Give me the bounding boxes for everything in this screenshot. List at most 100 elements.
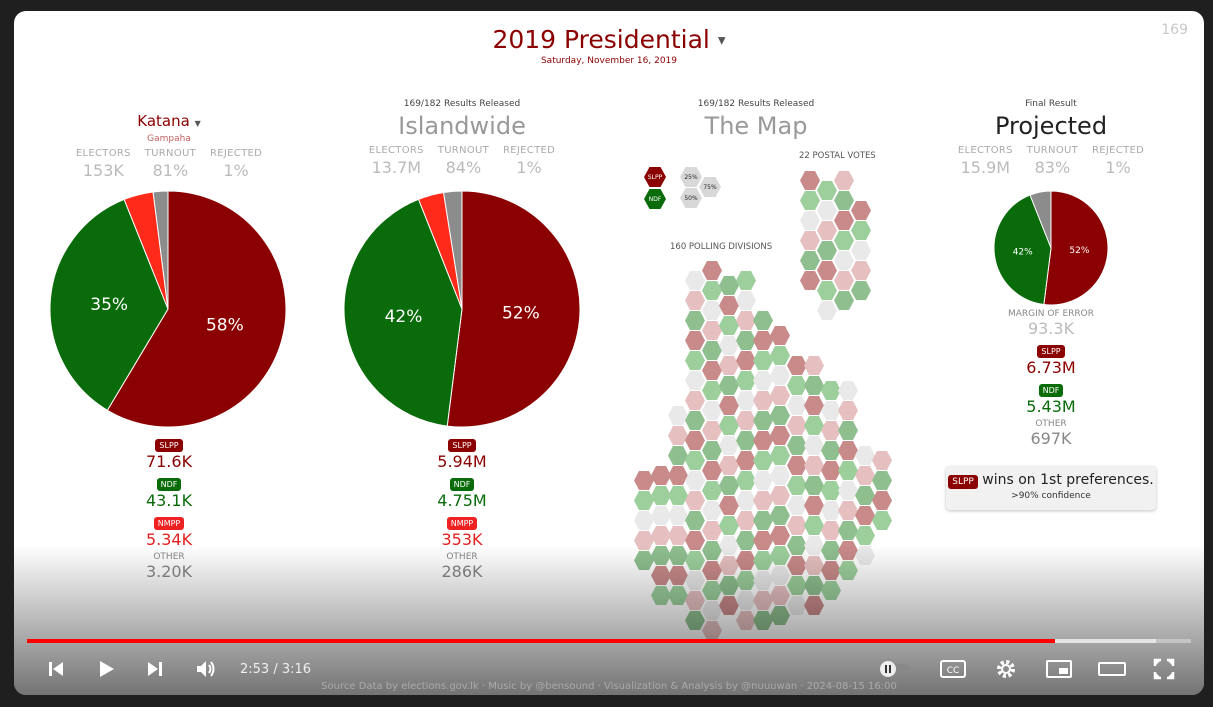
polling-division-hex[interactable] [702,541,722,560]
polling-division-hex[interactable] [851,241,871,260]
polling-division-hex[interactable] [804,556,824,575]
polling-division-hex[interactable] [702,361,722,380]
polling-division-hex[interactable] [821,501,841,520]
polling-division-hex[interactable] [736,331,756,350]
polling-division-hex[interactable] [702,581,722,600]
polling-division-hex[interactable] [685,611,705,630]
polling-division-hex[interactable] [838,381,858,400]
polling-division-hex[interactable] [719,276,739,295]
polling-division-hex[interactable] [787,496,807,515]
polling-division-hex[interactable] [838,561,858,580]
polling-division-hex[interactable] [855,506,875,525]
polling-division-hex[interactable] [817,181,837,200]
polling-division-hex[interactable] [855,486,875,505]
polling-division-hex[interactable] [651,486,671,505]
miniplayer-button[interactable] [1044,655,1074,683]
polling-division-hex[interactable] [787,476,807,495]
polling-division-hex[interactable] [719,316,739,335]
polling-division-hex[interactable] [685,271,705,290]
polling-division-hex[interactable] [753,451,773,470]
polling-division-hex[interactable] [770,326,790,345]
polling-division-hex[interactable] [634,511,654,530]
polling-division-hex[interactable] [770,506,790,525]
polling-division-hex[interactable] [668,466,688,485]
polling-division-hex[interactable] [821,421,841,440]
polling-division-hex[interactable] [753,331,773,350]
polling-division-hex[interactable] [651,506,671,525]
polling-division-hex[interactable] [668,446,688,465]
polling-division-hex[interactable] [753,611,773,630]
polling-division-hex[interactable] [651,466,671,485]
polling-division-hex[interactable] [668,426,688,445]
polling-division-hex[interactable] [817,261,837,280]
polling-division-hex[interactable] [634,491,654,510]
polling-division-hex[interactable] [770,586,790,605]
polling-division-hex[interactable] [719,296,739,315]
polling-division-hex[interactable] [804,456,824,475]
polling-division-hex[interactable] [702,621,722,640]
next-button[interactable] [141,655,169,683]
polling-division-hex[interactable] [753,351,773,370]
polling-division-hex[interactable] [804,356,824,375]
polling-division-hex[interactable] [817,281,837,300]
chevron-down-icon[interactable]: ▼ [194,119,201,128]
polling-division-hex[interactable] [770,406,790,425]
polling-division-hex[interactable] [736,351,756,370]
polling-division-hex[interactable] [838,421,858,440]
polling-division-hex[interactable] [753,551,773,570]
polling-division-hex[interactable] [838,461,858,480]
polling-division-hex[interactable] [702,441,722,460]
polling-division-hex[interactable] [668,486,688,505]
polling-division-hex[interactable] [685,351,705,370]
polling-division-hex[interactable] [702,561,722,580]
polling-division-hex[interactable] [770,606,790,625]
progress-bar[interactable] [27,639,1191,643]
polling-division-hex[interactable] [787,376,807,395]
polling-division-hex[interactable] [736,431,756,450]
polling-division-hex[interactable] [770,426,790,445]
polling-division-hex[interactable] [817,201,837,220]
polling-division-hex[interactable] [685,291,705,310]
polling-division-hex[interactable] [834,251,854,270]
polling-division-hex[interactable] [719,436,739,455]
polling-division-hex[interactable] [838,481,858,500]
polling-division-hex[interactable] [736,511,756,530]
polling-division-hex[interactable] [702,501,722,520]
polling-division-hex[interactable] [702,401,722,420]
polling-division-hex[interactable] [685,411,705,430]
polling-division-hex[interactable] [719,516,739,535]
polling-division-hex[interactable] [685,491,705,510]
play-button[interactable] [92,655,120,683]
video-player[interactable]: 169 2019 Presidential ▼ Saturday, Novemb… [14,11,1204,695]
polling-division-hex[interactable] [787,396,807,415]
polling-division-hex[interactable] [872,471,892,490]
polling-division-hex[interactable] [770,386,790,405]
polling-division-hex[interactable] [787,456,807,475]
polling-division-hex[interactable] [736,471,756,490]
polling-division-hex[interactable] [685,431,705,450]
polling-division-hex[interactable] [753,491,773,510]
polling-division-hex[interactable] [834,291,854,310]
polling-division-hex[interactable] [838,401,858,420]
polling-division-hex[interactable] [872,451,892,470]
polling-division-hex[interactable] [719,476,739,495]
polling-division-hex[interactable] [753,571,773,590]
polling-division-hex[interactable] [804,476,824,495]
settings-button[interactable] [992,655,1020,683]
polling-division-hex[interactable] [685,571,705,590]
polling-division-hex[interactable] [804,496,824,515]
polling-division-hex[interactable] [821,401,841,420]
polling-division-hex[interactable] [668,506,688,525]
polling-division-hex[interactable] [834,191,854,210]
polling-division-hex[interactable] [719,416,739,435]
polling-division-hex[interactable] [800,171,820,190]
polling-division-hex[interactable] [668,566,688,585]
polling-division-hex[interactable] [872,511,892,530]
polling-division-hex[interactable] [855,546,875,565]
polling-division-hex[interactable] [719,596,739,615]
polling-division-hex[interactable] [685,391,705,410]
polling-division-hex[interactable] [651,526,671,545]
polling-division-hex[interactable] [685,371,705,390]
polling-division-hex[interactable] [851,261,871,280]
polling-division-hex[interactable] [800,271,820,290]
